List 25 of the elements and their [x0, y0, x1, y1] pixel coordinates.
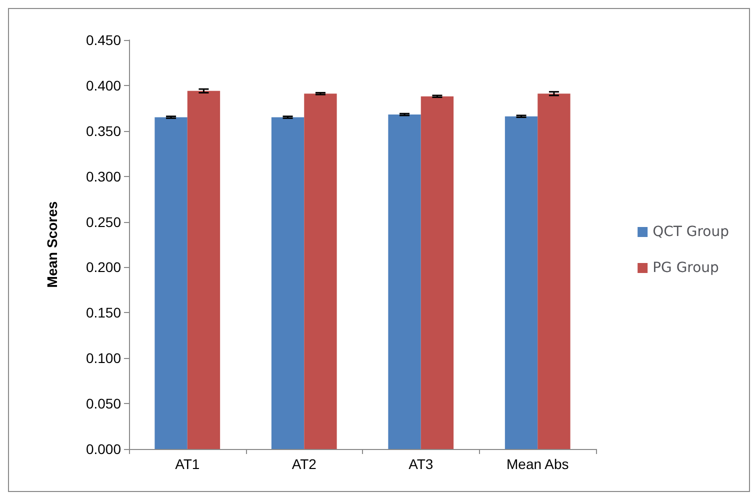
- bar: [504, 116, 538, 449]
- y-tick-label: 0.050: [86, 396, 122, 412]
- x-tick-label: AT2: [292, 456, 317, 472]
- bar: [154, 117, 188, 449]
- bar: [304, 94, 337, 449]
- y-tick-label: 0.350: [86, 122, 122, 139]
- y-tick-label: 0.400: [86, 77, 122, 94]
- y-tick-label: 0.150: [86, 304, 122, 321]
- y-tick-label: 0.000: [86, 441, 122, 457]
- y-tick-label: 0.450: [86, 32, 122, 48]
- y-tick-label: 0.200: [86, 259, 122, 276]
- bar: [271, 117, 304, 449]
- y-tick-label: 0.250: [86, 214, 122, 230]
- legend-label: PG Group: [652, 260, 720, 276]
- legend-label: QCT Group: [652, 224, 730, 240]
- y-axis-title: Mean Scores: [44, 201, 60, 288]
- x-tick-label: AT1: [175, 456, 200, 472]
- bar: [388, 114, 421, 449]
- y-tick-label: 0.100: [86, 350, 122, 366]
- x-tick-label: AT3: [408, 456, 434, 472]
- bar: [187, 90, 220, 449]
- bar: [538, 94, 570, 449]
- x-tick-label: Mean Abs: [506, 456, 569, 472]
- y-tick-label: 0.300: [86, 168, 122, 184]
- bar: [420, 96, 454, 449]
